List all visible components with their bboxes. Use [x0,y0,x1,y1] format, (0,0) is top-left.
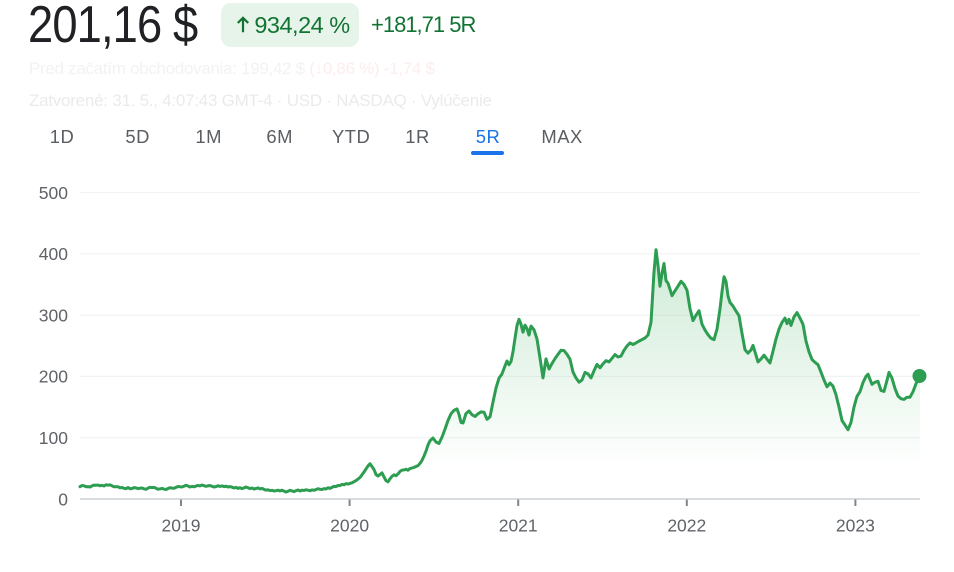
svg-text:300: 300 [39,305,68,325]
svg-text:2023: 2023 [836,516,875,536]
svg-text:100: 100 [39,428,68,448]
svg-text:2021: 2021 [499,516,538,536]
svg-text:2022: 2022 [667,516,706,536]
svg-text:2020: 2020 [330,516,369,536]
svg-text:500: 500 [39,183,68,203]
svg-text:2019: 2019 [162,516,201,536]
svg-text:200: 200 [39,367,68,387]
svg-text:400: 400 [39,244,68,264]
svg-text:0: 0 [58,489,68,509]
